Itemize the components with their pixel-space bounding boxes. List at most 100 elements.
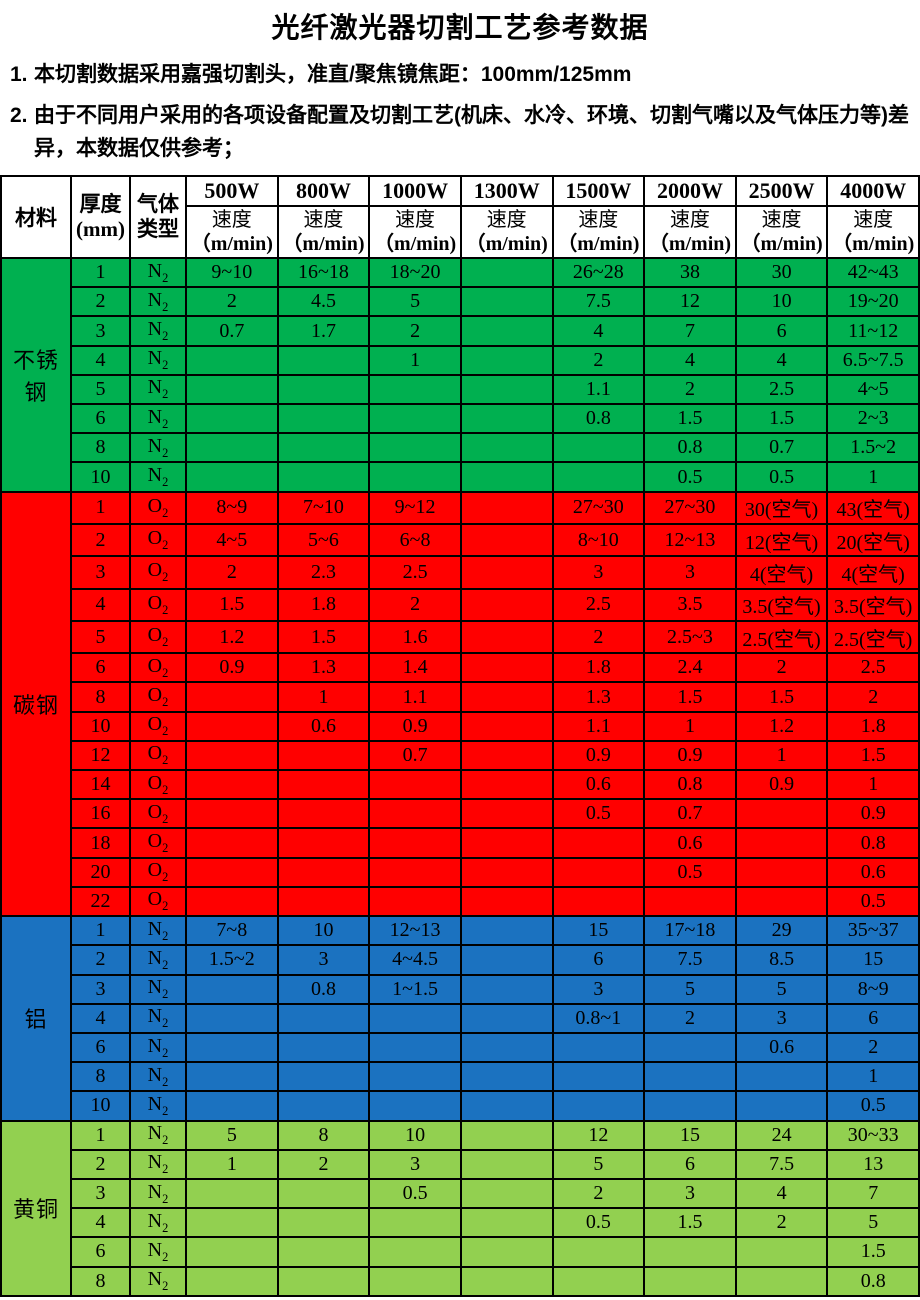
speed-cell: 6	[826, 1002, 920, 1034]
thickness-cell: 16	[70, 798, 131, 830]
note-1-text: 本切割数据采用嘉强切割头，准直/聚焦镜焦距：100mm/125mm	[34, 63, 632, 86]
thickness-cell: 22	[70, 885, 131, 918]
gas-cell: O2	[129, 619, 187, 655]
speed-cell	[643, 1090, 737, 1122]
thickness-cell: 6	[70, 652, 131, 684]
speed-cell: 2.5	[826, 652, 920, 684]
speed-cell: 0.8~1	[551, 1002, 646, 1034]
speed-cell	[551, 885, 646, 918]
gas-cell: N2	[129, 286, 187, 318]
speed-cell: 2	[185, 555, 279, 590]
speed-cell: 6	[734, 315, 829, 347]
speed-cell	[459, 1236, 554, 1268]
speed-cell: 2.4	[643, 652, 737, 684]
speed-cell: 1.3	[276, 652, 371, 684]
speed-cell: 15	[826, 944, 920, 976]
speed-cell	[276, 461, 371, 493]
speed-cell: 11~12	[826, 315, 920, 347]
speed-cell	[459, 522, 554, 558]
power-header: 1500W	[551, 175, 646, 207]
thickness-cell: 14	[70, 769, 131, 801]
speed-cell	[276, 432, 371, 464]
speed-cell: 0.5	[826, 885, 920, 918]
speed-cell: 4~5	[826, 373, 920, 406]
speed-header-line2: （m/min)	[740, 233, 823, 255]
speed-cell: 1	[734, 739, 829, 772]
gas-cell: O2	[129, 522, 187, 558]
gas-header: 气体 类型	[129, 175, 187, 259]
gas-subscript: 2	[162, 724, 169, 739]
speed-cell: 9~10	[185, 256, 279, 289]
speed-cell	[368, 885, 462, 918]
note-2-number: 2.	[10, 104, 28, 127]
speed-cell	[185, 710, 279, 742]
gas-subscript: 2	[162, 782, 169, 797]
thickness-cell: 8	[70, 1061, 131, 1093]
power-header: 1000W	[368, 175, 462, 207]
header-row-power: 材料 厚度 (mm) 气体 类型 500W 800W 1000W 1300W 1500W…	[0, 175, 920, 259]
gas-subscript: 2	[162, 957, 169, 972]
speed-cell: 2~3	[826, 403, 920, 435]
speed-cell: 1.6	[368, 619, 462, 655]
speed-cell: 2.5~3	[643, 619, 737, 655]
speed-cell	[185, 1177, 279, 1210]
speed-cell	[368, 1061, 462, 1093]
speed-cell	[734, 827, 829, 859]
speed-cell: 0.7	[643, 798, 737, 830]
speed-cell: 1.8	[826, 710, 920, 742]
speed-cell	[459, 1177, 554, 1210]
gas-cell: N2	[129, 944, 187, 976]
thickness-cell: 8	[70, 1265, 131, 1298]
speed-cell	[368, 769, 462, 801]
material-header: 材料	[0, 175, 72, 259]
speed-cell: 0.6	[643, 827, 737, 859]
speed-cell: 0.8	[643, 769, 737, 801]
speed-cell: 8~10	[551, 522, 646, 558]
speed-cell: 1.1	[368, 681, 462, 713]
speed-cell	[459, 286, 554, 318]
speed-cell: 2	[734, 652, 829, 684]
thickness-cell: 1	[70, 490, 131, 525]
speed-cell	[459, 769, 554, 801]
speed-cell	[185, 885, 279, 918]
speed-cell	[368, 1090, 462, 1122]
speed-cell	[368, 1002, 462, 1034]
speed-cell: 0.9	[734, 769, 829, 801]
speed-header: 速度 （m/min)	[826, 205, 920, 259]
thickness-cell: 3	[70, 1177, 131, 1210]
gas-cell: O2	[129, 681, 187, 713]
speed-cell: 0.5	[643, 461, 737, 493]
page-title: 光纤激光器切割工艺参考数据	[271, 12, 649, 43]
thickness-cell: 1	[70, 1119, 131, 1151]
speed-cell: 8~9	[185, 490, 279, 525]
speed-cell: 4~4.5	[368, 944, 462, 976]
speed-cell: 1.5	[643, 1207, 737, 1239]
gas-subscript: 2	[162, 387, 169, 402]
speed-cell	[459, 315, 554, 347]
speed-cell	[459, 256, 554, 289]
gas-cell: N2	[129, 973, 187, 1005]
gas-cell: N2	[129, 256, 187, 289]
speed-cell: 1.1	[551, 710, 646, 742]
thickness-cell: 5	[70, 619, 131, 655]
speed-cell: 3.5(空气)	[826, 587, 920, 622]
table-row: 6 N2 0.8 1.5 1.5 2~3	[1, 403, 920, 435]
speed-cell	[734, 1090, 829, 1122]
speed-cell: 1	[826, 1061, 920, 1093]
speed-header: 速度 （m/min)	[734, 205, 829, 259]
table-row: 3 N2 0.8 1~1.5 3 5 5 8~9	[1, 973, 920, 1005]
speed-cell	[459, 798, 554, 830]
gas-cell: O2	[129, 769, 187, 801]
thickness-cell: 2	[70, 522, 131, 558]
speed-cell: 7~10	[276, 490, 371, 525]
thickness-cell: 1	[70, 256, 131, 289]
table-row: 16 O2 0.5 0.7 0.9	[1, 798, 920, 830]
thickness-cell: 2	[70, 944, 131, 976]
speed-cell: 4(空气)	[826, 555, 920, 590]
speed-cell: 7.5	[551, 286, 646, 318]
speed-cell: 2.5(空气)	[734, 619, 829, 655]
speed-cell: 1~1.5	[368, 973, 462, 1005]
speed-cell: 0.8	[643, 432, 737, 464]
table-row: 5 O2 1.2 1.5 1.6 2 2.5~3 2.5(空气) 2.5(空气)	[1, 619, 920, 655]
speed-cell: 3	[551, 555, 646, 590]
